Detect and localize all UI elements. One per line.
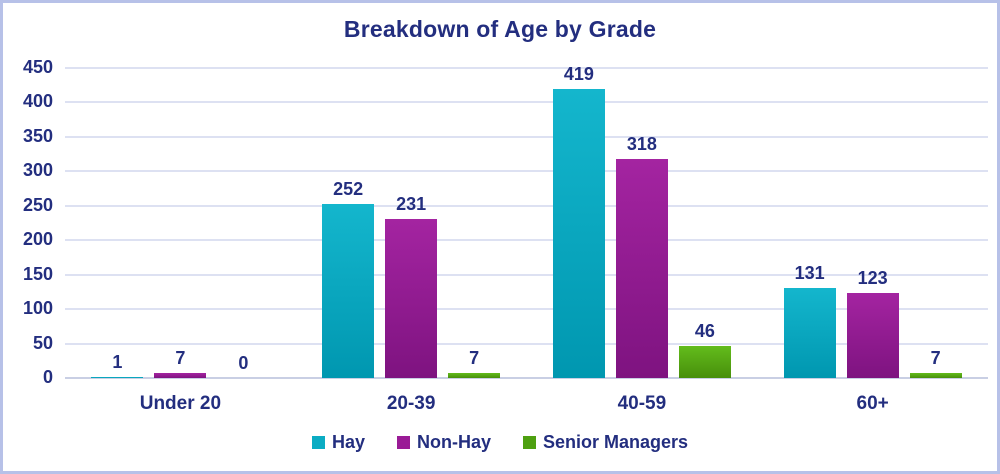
legend-item[interactable]: Senior Managers xyxy=(523,433,688,451)
bar-value-label: 7 xyxy=(175,348,186,369)
gridline xyxy=(65,308,988,311)
bar[interactable] xyxy=(678,346,731,378)
bar-group: 131 123 7 xyxy=(757,68,988,378)
bar[interactable] xyxy=(846,293,899,378)
bar[interactable] xyxy=(322,204,375,378)
bar[interactable] xyxy=(615,158,668,378)
y-axis-tick-label: 350 xyxy=(22,125,53,146)
y-axis-tick-label: 100 xyxy=(22,298,53,319)
y-axis-tick-label: 300 xyxy=(22,160,53,181)
bar-value-label: 419 xyxy=(563,64,594,85)
bar[interactable] xyxy=(91,377,144,378)
gridline xyxy=(65,135,988,138)
legend-item[interactable]: Hay xyxy=(311,432,365,452)
bar-group: 252 231 7 xyxy=(296,68,527,378)
y-axis-tick-label: 200 xyxy=(22,229,53,250)
bar-value-label: 231 xyxy=(396,193,427,214)
x-axis-category-label: 60+ xyxy=(856,393,889,414)
legend: Hay Non-Hay Senior Managers xyxy=(3,433,997,451)
y-axis-tick-label: 50 xyxy=(32,332,53,353)
bar[interactable] xyxy=(552,89,605,378)
plot-area: 1 7 0 252 231 7 419 318 46 131 123 7 xyxy=(65,64,988,379)
bar-group: 419 318 46 xyxy=(527,64,758,378)
x-axis-category-label: 40-59 xyxy=(617,393,667,414)
gridline xyxy=(65,239,988,242)
legend-swatch-icon xyxy=(523,435,536,449)
y-axis-tick-label: 0 xyxy=(42,367,53,387)
bar[interactable] xyxy=(909,373,962,378)
gridline xyxy=(65,273,988,276)
gridline xyxy=(65,342,988,345)
chart-title: Breakdown of Age by Grade xyxy=(343,16,657,42)
legend-item[interactable]: Non-Hay xyxy=(396,432,491,452)
bar-value-label: 252 xyxy=(333,179,364,200)
legend-swatch-icon xyxy=(396,435,410,449)
bar-value-label: 318 xyxy=(626,133,657,154)
y-axis-tick-label: 150 xyxy=(22,263,53,284)
bar[interactable] xyxy=(154,373,207,378)
bar[interactable] xyxy=(448,373,501,378)
bar-value-label: 123 xyxy=(857,268,888,289)
bar-value-label: 131 xyxy=(794,262,825,283)
gridline xyxy=(65,101,988,104)
y-axis-tick-label: 400 xyxy=(22,91,53,112)
bar-group: 1 7 0 xyxy=(65,68,296,378)
gridline xyxy=(65,67,988,69)
bar-value-label: 1 xyxy=(112,352,123,373)
gridline xyxy=(65,170,988,173)
bar[interactable] xyxy=(385,218,438,378)
legend-swatch-icon xyxy=(311,435,325,449)
gridline xyxy=(65,377,988,379)
bar-value-label: 46 xyxy=(694,321,715,342)
y-axis-tick-label: 250 xyxy=(22,194,53,215)
y-axis-tick-label: 450 xyxy=(22,57,53,77)
bar-value-label: 0 xyxy=(238,353,249,373)
legend-label: Senior Managers xyxy=(543,432,689,452)
legend-label: Non-Hay xyxy=(416,432,491,452)
bar[interactable] xyxy=(783,287,836,378)
y-axis: 0 50 100 150 200 250 300 350 400 450 xyxy=(3,58,53,386)
x-axis-category-label: Under 20 xyxy=(139,393,222,414)
x-axis: Under 20 20-39 40-59 60+ xyxy=(65,393,988,417)
legend-label: Hay xyxy=(331,432,365,452)
bar-value-label: 7 xyxy=(930,348,941,369)
bar-value-label: 7 xyxy=(469,348,480,369)
x-axis-category-label: 20-39 xyxy=(386,393,436,414)
gridline xyxy=(65,204,988,207)
